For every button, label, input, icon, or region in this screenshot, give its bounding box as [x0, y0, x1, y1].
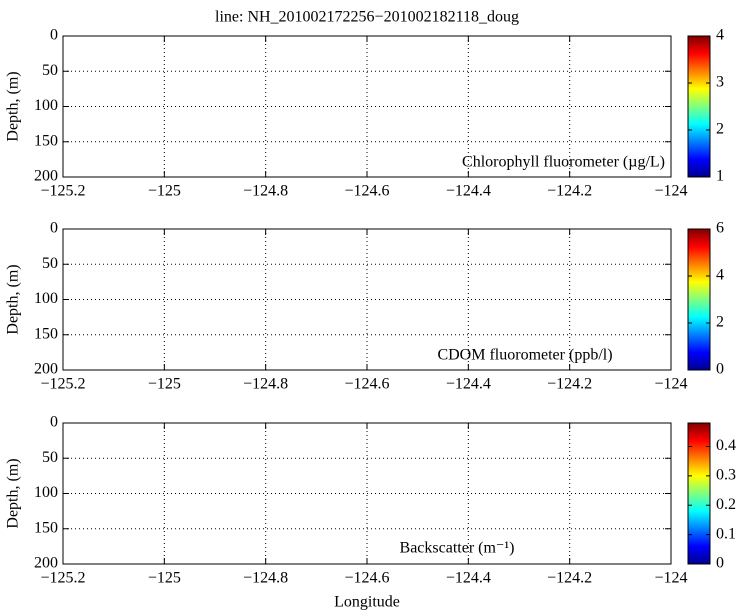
colorbar-tick-label: 1	[716, 168, 724, 185]
y-tick-label: 200	[34, 168, 58, 185]
y-tick-label: 150	[34, 325, 58, 342]
colorbar-tick-label: 2	[716, 314, 724, 331]
chart-title: line: NH_201002172256−201002182118_doug	[215, 9, 519, 26]
plot-frame	[62, 422, 672, 565]
x-tick-label: −125	[148, 183, 181, 200]
y-tick-label: 50	[42, 449, 58, 466]
y-tick-label: 150	[34, 132, 58, 149]
x-tick-label: −124.6	[344, 376, 389, 393]
y-tick-label: 50	[42, 255, 58, 272]
y-tick-label: 100	[34, 97, 58, 114]
y-tick-label: 50	[42, 62, 58, 79]
x-tick-label: −124.8	[243, 570, 288, 587]
plot-frame	[62, 228, 672, 371]
x-tick-label: −124.8	[243, 183, 288, 200]
colorbar-tick-label: 6	[716, 220, 724, 237]
y-axis-label: Depth, (m)	[5, 264, 22, 334]
colorbar	[687, 228, 711, 371]
y-tick-label: 100	[34, 290, 58, 307]
x-tick-label: −124	[654, 183, 687, 200]
x-tick-label: −124.2	[547, 183, 592, 200]
x-tick-label: −125	[148, 570, 181, 587]
x-tick-label: −124.4	[446, 570, 491, 587]
colorbar-tick-label: 0	[716, 555, 724, 572]
x-tick-label: −125.2	[40, 376, 85, 393]
colorbar-tick-label: 2	[716, 121, 724, 138]
x-tick-label: −125	[148, 376, 181, 393]
x-tick-label: −124.6	[344, 183, 389, 200]
y-tick-label: 0	[50, 27, 58, 44]
colorbar-tick-label: 4	[716, 267, 724, 284]
x-tick-label: −124.2	[547, 376, 592, 393]
y-axis-label: Depth, (m)	[5, 458, 22, 528]
colorbar-tick-label: 3	[716, 74, 724, 91]
y-tick-label: 100	[34, 484, 58, 501]
y-tick-label: 0	[50, 220, 58, 237]
x-axis-label: Longitude	[334, 594, 400, 611]
colorbar-tick-label: 0.4	[716, 437, 736, 454]
x-tick-label: −124.6	[344, 570, 389, 587]
y-tick-label: 0	[50, 414, 58, 431]
x-tick-label: −124	[654, 376, 687, 393]
y-tick-label: 200	[34, 555, 58, 572]
y-axis-label: Depth, (m)	[5, 71, 22, 141]
colorbar	[687, 35, 711, 178]
x-tick-label: −125.2	[40, 570, 85, 587]
annotation: Chlorophyll fluorometer (µg/L)	[462, 154, 665, 171]
x-tick-label: −125.2	[40, 183, 85, 200]
x-tick-label: −124.8	[243, 376, 288, 393]
colorbar-tick-label: 0.2	[716, 496, 736, 513]
annotation: CDOM fluorometer (ppb/l)	[437, 347, 612, 364]
x-tick-label: −124.4	[446, 376, 491, 393]
colorbar	[687, 422, 711, 565]
y-tick-label: 150	[34, 519, 58, 536]
x-tick-label: −124.2	[547, 570, 592, 587]
colorbar-tick-label: 4	[716, 27, 724, 44]
x-tick-label: −124.4	[446, 183, 491, 200]
colorbar-tick-label: 0	[716, 361, 724, 378]
colorbar-tick-label: 0.1	[716, 525, 736, 542]
x-tick-label: −124	[654, 570, 687, 587]
annotation: Backscatter (m⁻¹)	[400, 540, 515, 557]
y-tick-label: 200	[34, 361, 58, 378]
plot-frame	[62, 35, 672, 178]
colorbar-tick-label: 0.3	[716, 467, 736, 484]
